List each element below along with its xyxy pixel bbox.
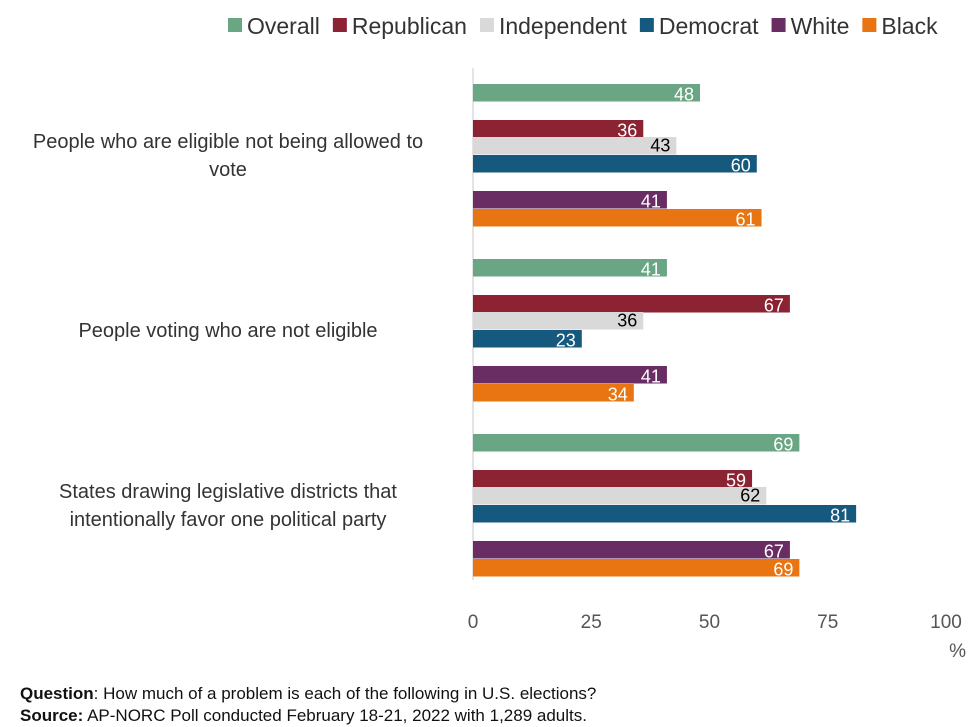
legend-swatch bbox=[332, 18, 347, 32]
legend-label: Republican bbox=[352, 13, 467, 39]
bar-independent bbox=[473, 487, 767, 505]
bar-democrat bbox=[473, 330, 582, 348]
legend-label: Democrat bbox=[659, 13, 759, 39]
bar-democrat bbox=[473, 505, 857, 523]
x-tick-label: 0 bbox=[468, 612, 479, 633]
legend-swatch bbox=[228, 18, 242, 32]
legend-swatch bbox=[771, 18, 786, 32]
source-note: Source: AP-NORC Poll conducted February … bbox=[20, 705, 960, 727]
bar-value-label: 36 bbox=[617, 121, 637, 141]
legend-item-republican: Republican bbox=[332, 13, 467, 39]
legend-swatch bbox=[862, 18, 877, 32]
legend-item-black: Black bbox=[862, 13, 938, 39]
bar-white bbox=[473, 541, 790, 559]
legend-item-overall: Overall bbox=[228, 13, 320, 39]
question-note: Question: How much of a problem is each … bbox=[20, 683, 960, 705]
legend-label: Independent bbox=[499, 13, 628, 39]
bar-republican bbox=[473, 120, 644, 138]
bar-black bbox=[473, 384, 634, 402]
bar-value-label: 48 bbox=[674, 85, 694, 105]
grouped-bar-chart: Overall Republican Independent Democrat Whit… bbox=[33, 13, 966, 662]
bar-white bbox=[473, 191, 667, 209]
chart-legend: Overall Republican Independent Democrat Whit… bbox=[228, 13, 938, 39]
bar-value-label: 41 bbox=[641, 260, 661, 280]
chart-notes: Question: How much of a problem is each … bbox=[20, 683, 960, 727]
bar-value-label: 62 bbox=[740, 486, 760, 506]
legend-item-democrat: Democrat bbox=[639, 13, 759, 39]
x-tick-label: 50 bbox=[699, 612, 720, 633]
legend-swatch bbox=[479, 18, 494, 32]
bar-democrat bbox=[473, 155, 757, 173]
bar-overall bbox=[473, 259, 667, 277]
bar-value-label: 41 bbox=[641, 192, 661, 212]
bar-value-label: 61 bbox=[736, 210, 756, 230]
bar-value-label: 67 bbox=[764, 542, 784, 562]
bar-white bbox=[473, 366, 667, 384]
source-text: AP-NORC Poll conducted February 18-21, 2… bbox=[83, 706, 587, 725]
category-label: States drawing legislative districts tha… bbox=[59, 481, 397, 531]
question-text: : How much of a problem is each of the f… bbox=[93, 684, 597, 703]
legend-swatch bbox=[639, 18, 654, 32]
bar-value-label: 36 bbox=[617, 311, 637, 331]
bar-value-label: 59 bbox=[726, 471, 746, 491]
legend-label: Black bbox=[881, 13, 938, 39]
category-labels: People who are eligible not being allowe… bbox=[33, 131, 423, 531]
legend-label: White bbox=[791, 13, 850, 39]
x-axis-ticks: 0 25 50 75 100 bbox=[468, 612, 962, 633]
bar-value-label: 41 bbox=[641, 367, 661, 387]
bar-republican bbox=[473, 470, 753, 488]
legend-item-independent: Independent bbox=[479, 13, 628, 39]
bar-black bbox=[473, 559, 800, 577]
x-axis-unit: % bbox=[949, 641, 966, 662]
category-label: People who are eligible not being allowe… bbox=[33, 131, 423, 181]
legend-item-white: White bbox=[771, 13, 850, 39]
bar-value-label: 43 bbox=[650, 136, 670, 156]
bar-overall bbox=[473, 84, 701, 102]
bar-value-label: 23 bbox=[556, 331, 576, 351]
x-tick-label: 25 bbox=[581, 612, 602, 633]
x-tick-label: 75 bbox=[817, 612, 838, 633]
source-label: Source: bbox=[20, 706, 84, 725]
bar-value-label: 67 bbox=[764, 296, 784, 316]
bar-republican bbox=[473, 295, 790, 313]
bar-value-label: 34 bbox=[608, 385, 628, 405]
bar-value-label: 69 bbox=[773, 435, 793, 455]
category-label: People voting who are not eligible bbox=[78, 320, 377, 342]
bar-value-label: 69 bbox=[773, 560, 793, 580]
bar-black bbox=[473, 209, 762, 227]
bar-independent bbox=[473, 137, 677, 155]
bar-value-label: 60 bbox=[731, 156, 751, 176]
bar-overall bbox=[473, 434, 800, 452]
x-tick-label: 100 bbox=[930, 612, 962, 633]
question-label: Question bbox=[20, 684, 94, 703]
bar-value-label: 81 bbox=[830, 506, 850, 526]
bar-independent bbox=[473, 312, 644, 330]
legend-label: Overall bbox=[247, 13, 320, 39]
